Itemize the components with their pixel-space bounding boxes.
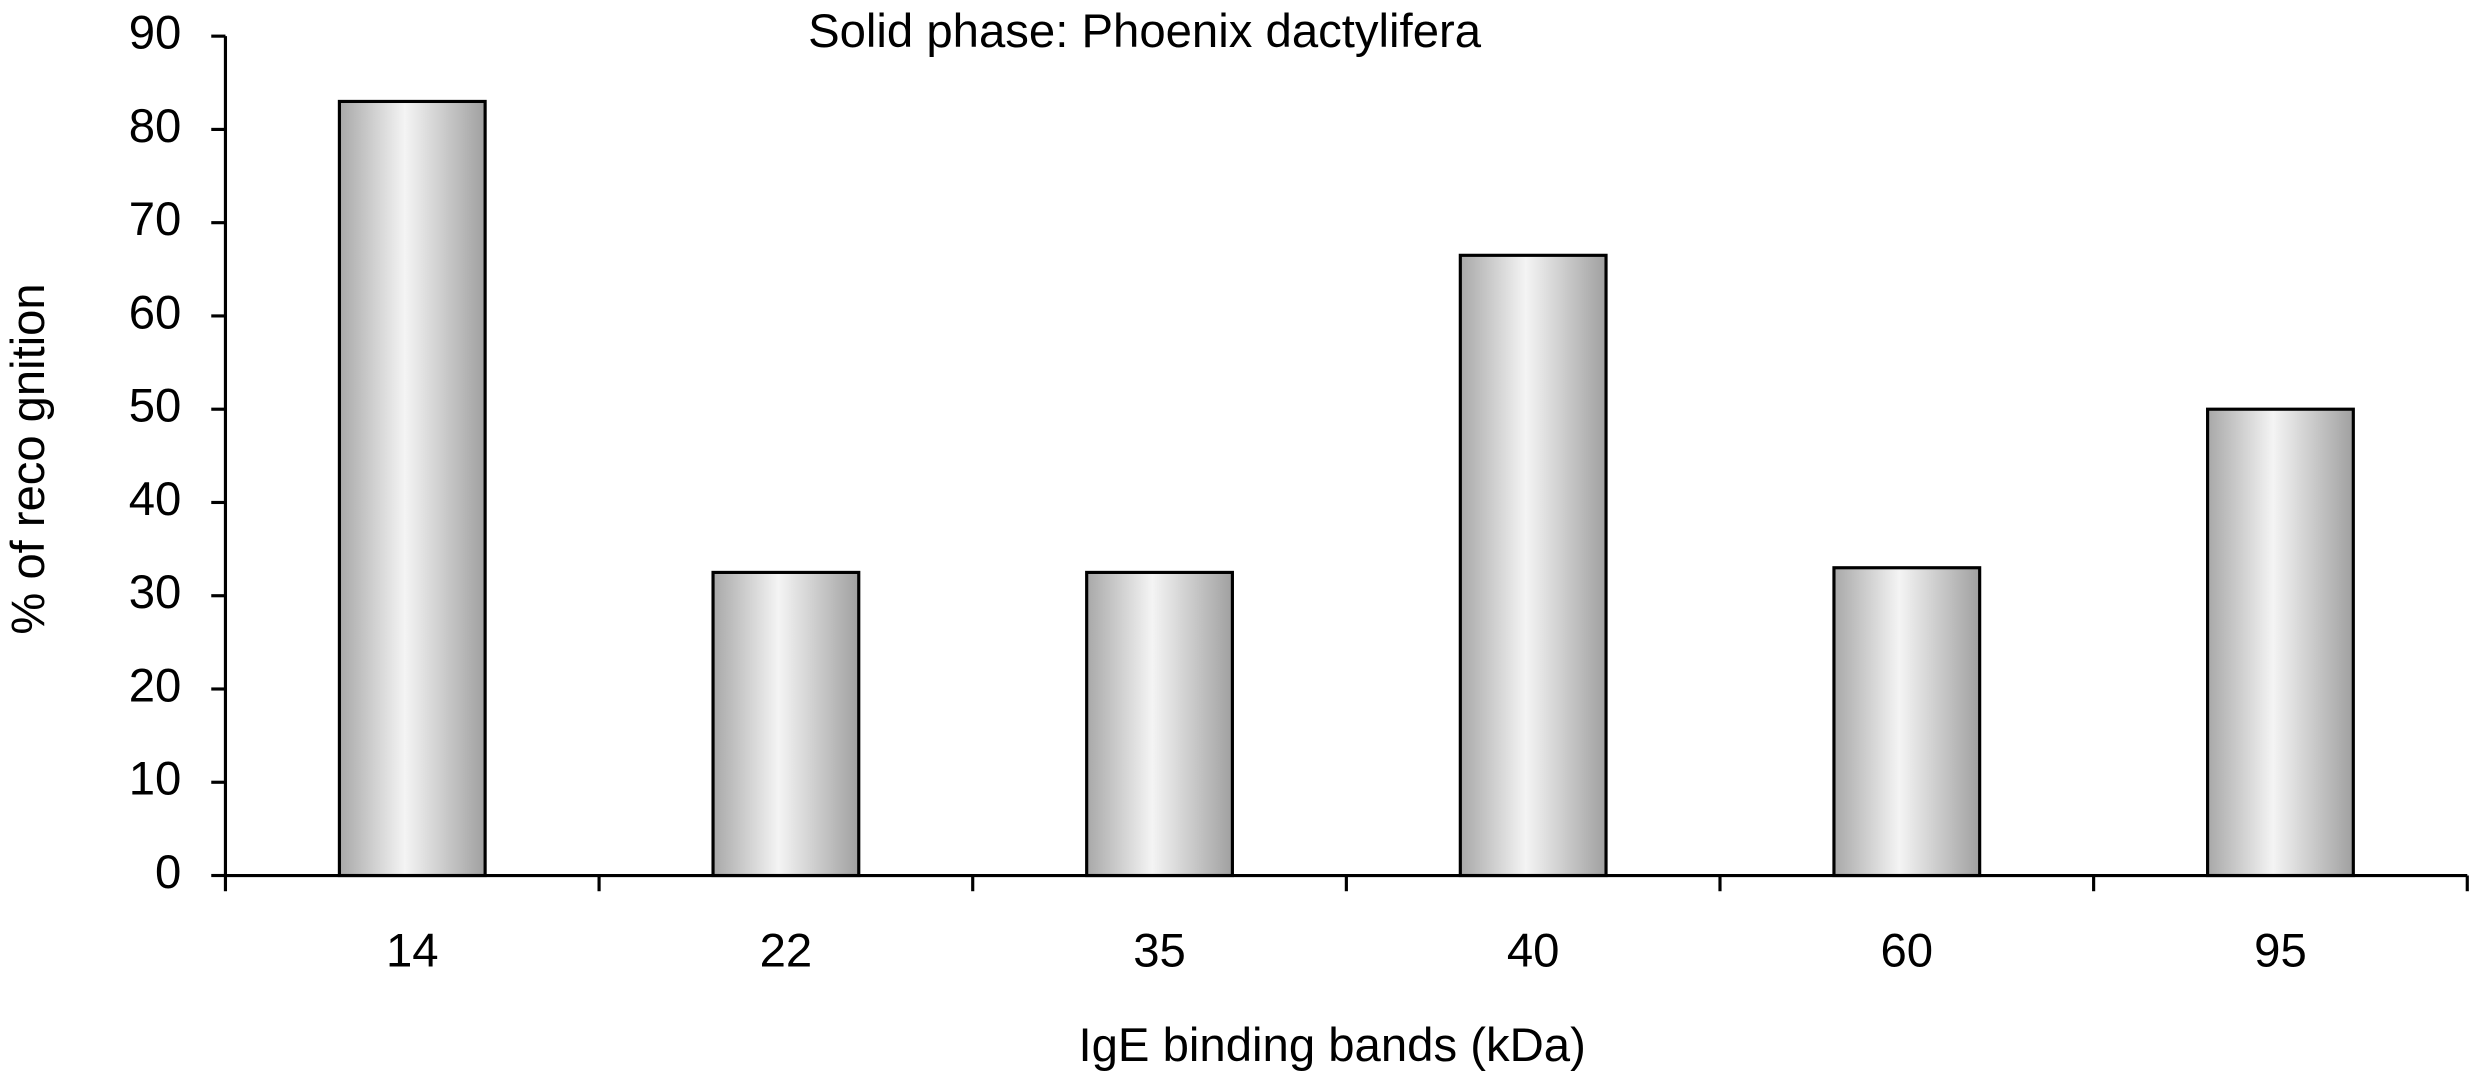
bar — [1832, 566, 1982, 878]
bar — [337, 99, 487, 878]
y-tick-label: 50 — [129, 380, 182, 433]
x-tick-label: 35 — [1133, 925, 1186, 978]
y-axis-title: % of reco gnition — [2, 283, 55, 634]
chart-title: Solid phase: Phoenix dactylifera — [808, 5, 1482, 58]
x-tick-label: 60 — [1881, 925, 1934, 978]
bar — [1085, 570, 1234, 878]
y-tick-label: 70 — [129, 193, 182, 246]
y-tick-label: 10 — [129, 753, 182, 806]
x-tick-label: 95 — [2254, 925, 2307, 978]
x-axis-title: IgE binding bands (kDa) — [1078, 1019, 1585, 1072]
bar — [1458, 253, 1608, 878]
y-tick-label: 80 — [129, 100, 182, 153]
x-tick-label: 14 — [386, 925, 439, 978]
y-tick-label: 40 — [129, 473, 182, 526]
x-tick-label: 40 — [1507, 925, 1560, 978]
y-tick-label: 60 — [129, 286, 182, 339]
y-tick-label: 20 — [129, 660, 182, 713]
x-tick-label: 22 — [760, 925, 813, 978]
y-tick-label: 0 — [155, 846, 181, 899]
y-tick-label: 30 — [129, 566, 182, 619]
bar — [711, 570, 861, 878]
y-tick-label: 90 — [129, 7, 182, 60]
bar — [2206, 407, 2355, 878]
